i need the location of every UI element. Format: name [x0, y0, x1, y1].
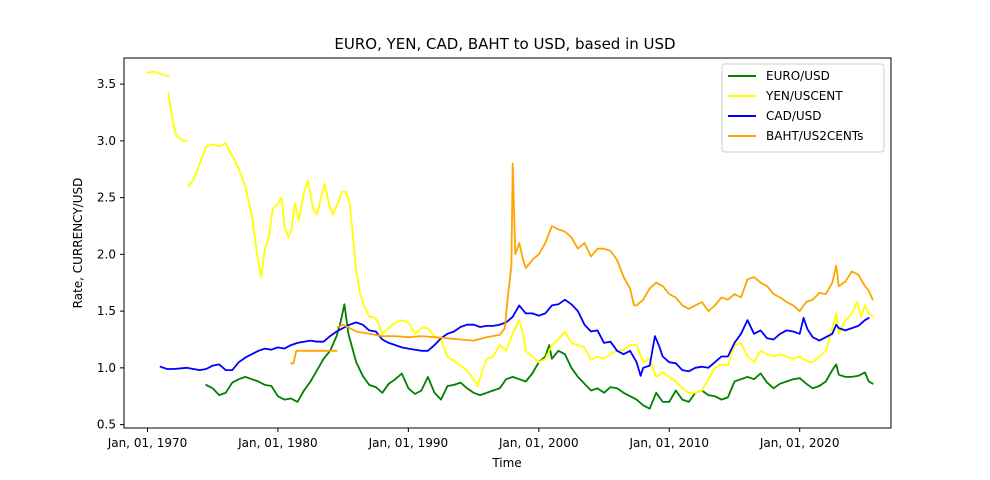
y-tick-label: 3.0 — [97, 134, 116, 148]
series-layer — [146, 70, 874, 410]
y-tick-label: 2.0 — [97, 247, 116, 261]
x-axis: Jan, 01, 1970 Jan, 01, 1980 Jan, 01, 1990 J… — [107, 428, 840, 450]
series-line-2 — [146, 70, 874, 394]
x-axis-title: Time — [491, 456, 521, 470]
x-tick-label: Jan, 01, 1990 — [368, 436, 449, 450]
series-line-1 — [205, 303, 874, 410]
x-tick-label: Jan, 01, 1970 — [107, 436, 188, 450]
x-tick-label: Jan, 01, 2010 — [628, 436, 709, 450]
legend-label: CAD/USD — [766, 109, 822, 123]
y-tick-label: 1.5 — [97, 304, 116, 318]
series-line-3 — [159, 298, 870, 377]
series-line-4 — [290, 162, 874, 365]
x-tick-label: Jan, 01, 2000 — [498, 436, 579, 450]
plot-frame — [123, 57, 892, 429]
x-tick-label: Jan, 01, 2020 — [759, 436, 840, 450]
chart-title: EURO, YEN, CAD, BAHT to USD, based in US… — [334, 35, 675, 53]
legend-box — [721, 63, 885, 153]
x-tick-label: Jan, 01, 1980 — [237, 436, 318, 450]
y-tick-label: 3.5 — [97, 77, 116, 91]
y-axis: 0.5 1.0 1.5 2.0 2.5 3.0 3.5 — [97, 77, 124, 432]
legend-label: EURO/USD — [766, 69, 830, 83]
y-tick-label: 1.0 — [97, 361, 116, 375]
y-tick-label: 2.5 — [97, 191, 116, 205]
legend-label: YEN/USCENT — [765, 89, 843, 103]
legend-label: BAHT/US2CENTs — [766, 129, 863, 143]
y-tick-label: 0.5 — [97, 418, 116, 432]
legend: EURO/USD YEN/USCENT CAD/USD BAHT/US2CENTs — [721, 63, 885, 153]
y-axis-title: Rate, CURRENCY/USD — [71, 178, 85, 309]
